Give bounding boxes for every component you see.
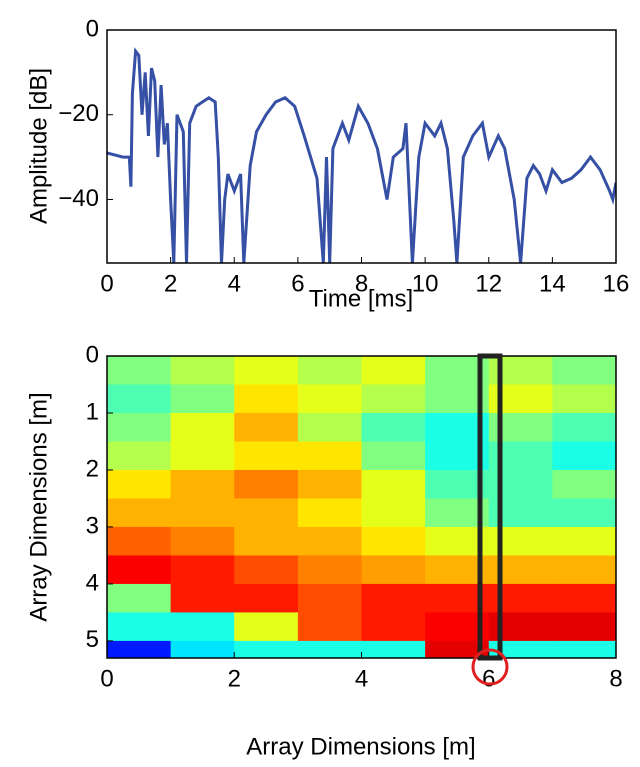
y-axis-label: Array Dimensions [m] [25,392,52,621]
heat-cell [107,356,172,385]
heat-cell [552,640,617,659]
heat-cell [361,469,426,499]
heat-cell [361,583,426,613]
y-axis-label: Amplitude [dB] [25,68,52,224]
x-tick-label: 2 [164,270,177,297]
y-tick-label: 0 [86,15,99,42]
heat-cell [552,412,617,442]
heat-cell [552,498,617,528]
x-tick-label: 8 [609,665,622,692]
y-tick-label: 1 [86,398,99,425]
heat-cell [234,498,299,528]
heat-cell [234,412,299,442]
x-tick-label: 14 [539,270,566,297]
x-tick-label: 0 [100,665,113,692]
heat-cell [107,469,172,499]
data-line [107,47,616,263]
heat-cell [297,583,362,613]
heat-cell [361,498,426,528]
heat-cell [170,640,235,659]
heat-cell [361,356,426,385]
y-tick-label: 0 [86,341,99,368]
highlight-column [477,353,503,661]
heat-cell [552,612,617,642]
heat-cell [552,469,617,499]
x-tick-label: 8 [355,270,368,297]
highlight-circle [471,648,509,686]
heat-cell [361,441,426,471]
x-tick-label: 6 [291,270,304,297]
heat-cell [234,555,299,585]
x-tick-label: 2 [228,665,241,692]
x-tick-label: 0 [100,270,113,297]
x-tick-label: 4 [228,270,241,297]
heat-cell [170,469,235,499]
heat-cell [234,356,299,385]
heat-cell [297,441,362,471]
heat-cell [170,356,235,385]
heat-cell [297,526,362,556]
heat-cell [297,469,362,499]
heat-cell [361,555,426,585]
heat-cell [297,640,362,659]
x-axis-label: Time [ms] [309,285,413,312]
heat-cell [361,612,426,642]
heat-cell [170,583,235,613]
heat-cell [297,384,362,414]
heat-cell [107,441,172,471]
heat-cell [234,526,299,556]
heat-cell [425,640,490,659]
x-tick-label: 12 [475,270,502,297]
heat-cell [234,469,299,499]
heat-cell [488,640,553,659]
heat-cell [170,612,235,642]
heat-cell [107,498,172,528]
heat-cell [107,526,172,556]
heat-cell [552,441,617,471]
y-tick-label: 5 [86,626,99,653]
heat-cell [107,583,172,613]
heat-cell [170,526,235,556]
y-tick-label: 4 [86,569,99,596]
heat-cell [234,583,299,613]
heat-cell [107,640,172,659]
heat-cell [234,441,299,471]
x-axis-label: Array Dimensions [m] [246,733,475,760]
y-tick-label: 2 [86,455,99,482]
heat-cell [297,356,362,385]
heat-cell [552,555,617,585]
heat-cell [107,555,172,585]
x-tick-label: 10 [412,270,439,297]
heat-cell [361,384,426,414]
y-tick-label: −40 [58,185,99,212]
heat-cell [107,412,172,442]
heat-cell [107,384,172,414]
heat-cell [361,640,426,659]
heat-cell [552,583,617,613]
heat-cell [552,384,617,414]
x-tick-label: 16 [603,270,630,297]
heat-cell [297,498,362,528]
x-tick-label: 4 [355,665,368,692]
heat-cell [234,612,299,642]
heat-cell [170,498,235,528]
heat-cell [234,384,299,414]
heat-cell [297,555,362,585]
heat-cell [170,555,235,585]
heat-cell [107,612,172,642]
heat-cell [170,412,235,442]
heat-cell [361,526,426,556]
heat-cell [552,356,617,385]
heat-cell [170,384,235,414]
heat-cell [297,412,362,442]
x-tick-label: 6 [482,665,495,692]
heat-cell [297,612,362,642]
y-tick-label: 3 [86,512,99,539]
y-tick-label: −20 [58,100,99,127]
heat-cell [234,640,299,659]
heat-cell [361,412,426,442]
heat-cell [170,441,235,471]
heat-cell [552,526,617,556]
